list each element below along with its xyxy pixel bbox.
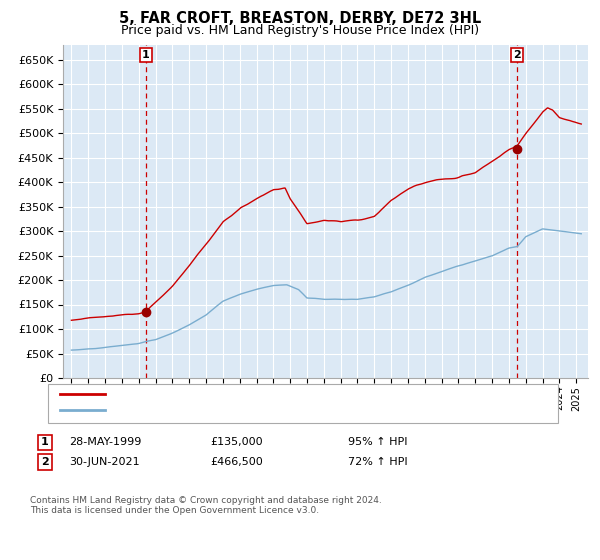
Text: 2: 2 — [514, 50, 521, 60]
Text: 28-MAY-1999: 28-MAY-1999 — [69, 437, 142, 447]
Text: 5, FAR CROFT, BREASTON, DERBY, DE72 3HL (detached house): 5, FAR CROFT, BREASTON, DERBY, DE72 3HL … — [114, 389, 442, 399]
Text: £466,500: £466,500 — [210, 457, 263, 467]
Text: 2: 2 — [41, 457, 49, 467]
Text: 5, FAR CROFT, BREASTON, DERBY, DE72 3HL: 5, FAR CROFT, BREASTON, DERBY, DE72 3HL — [119, 11, 481, 26]
Text: Price paid vs. HM Land Registry's House Price Index (HPI): Price paid vs. HM Land Registry's House … — [121, 24, 479, 36]
Text: 72% ↑ HPI: 72% ↑ HPI — [348, 457, 407, 467]
Text: HPI: Average price, detached house, Erewash: HPI: Average price, detached house, Erew… — [114, 405, 351, 415]
Text: 30-JUN-2021: 30-JUN-2021 — [69, 457, 140, 467]
Text: 1: 1 — [142, 50, 149, 60]
Text: £135,000: £135,000 — [210, 437, 263, 447]
Text: Contains HM Land Registry data © Crown copyright and database right 2024.
This d: Contains HM Land Registry data © Crown c… — [30, 496, 382, 515]
Text: 95% ↑ HPI: 95% ↑ HPI — [348, 437, 407, 447]
Text: 1: 1 — [41, 437, 49, 447]
